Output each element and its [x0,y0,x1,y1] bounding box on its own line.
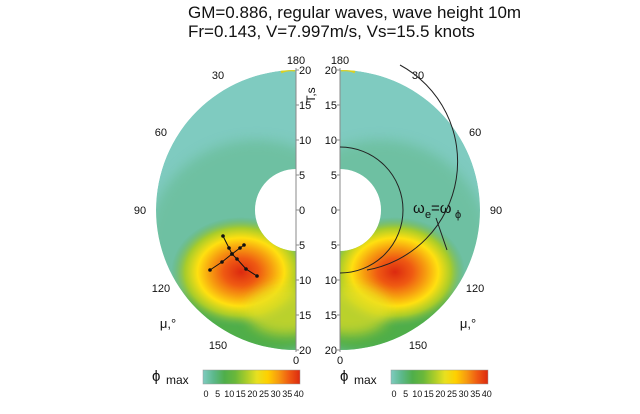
right-colorbar-tick-label: 40 [482,389,492,399]
marker-point [235,257,239,261]
right-colorbar-tick-label: 35 [470,389,480,399]
right-colorbar-tick-label: 25 [447,389,457,399]
left-angle-axis-label: μ,° [160,316,176,331]
annotation-equals-omega: =ω [431,200,452,217]
right-angle-tick-label: 30 [412,70,424,82]
right-colorbar-label-max: max [354,373,377,387]
marker-point [208,268,212,272]
marker-point [230,252,234,256]
right-colorbar-tick-label: 15 [424,389,434,399]
right-angle-tick-label: 0 [337,355,343,367]
inner-resonance-curve [339,146,404,274]
left-colorbar [202,369,301,385]
right-angle-tick-label: 90 [490,205,502,217]
right-colorbar-tick-label: 5 [403,389,408,399]
left-angle-tick-label: 30 [212,70,224,82]
right-angle-tick-label: 150 [409,340,427,352]
left-angle-tick-label: 90 [134,205,146,217]
right-radial-tick-label: 15 [325,100,337,112]
left-radial-tick-label: 5 [299,170,305,182]
left-colorbar-label-phi: ϕ [152,368,160,385]
annotation-omega-phi-subscript: ϕ [455,209,461,221]
right-radial-tick-label: 10 [325,275,337,287]
left-colorbar-tick-label: 40 [294,389,304,399]
left-colorbar-tick-label: 30 [271,389,281,399]
right-angle-axis-label: μ,° [460,316,476,331]
right-angle-tick-label: 60 [469,127,481,139]
left-colorbar-tick-label: 10 [224,389,234,399]
left-radial-tick-label: 20 [299,345,311,357]
left-colorbar-tick-label: 5 [215,389,220,399]
marker-point [220,260,224,264]
annotation-leader-line [435,217,448,251]
marker-point [221,234,225,238]
left-angle-tick-label: 60 [155,127,167,139]
right-yellow-region [340,285,390,335]
outer-resonance-curve [366,64,459,271]
left-colorbar-tick-label: 35 [282,389,292,399]
left-angle-tick-label: 0 [293,355,299,367]
left-colorbar-label-max: max [166,373,189,387]
left-radial-tick-label: 10 [299,275,311,287]
marker-point [255,274,259,278]
right-colorbar [390,369,489,385]
annotation-omega-e-subscript: e [425,209,431,221]
left-radial-tick-label: 10 [299,135,311,147]
right-radial-tick-label: 20 [325,65,337,77]
chart-title-line-2: Fr=0.143, V=7.997m/s, Vs=15.5 knots [188,22,475,41]
annotation-omega: ω [413,200,425,217]
marker-point [244,267,248,271]
right-colorbar-tick-label: 30 [459,389,469,399]
marker-point [227,246,231,250]
right-radial-tick-label: 0 [331,205,337,217]
left-radial-tick-label: 20 [299,65,311,77]
right-radial-tick-label: 15 [325,310,337,322]
left-colorbar-tick-label: 20 [247,389,257,399]
left-contour-field [156,70,296,350]
right-colorbar-tick-label: 10 [412,389,422,399]
right-angle-tick-label: 180 [331,55,349,67]
left-radial-tick-label: 0 [299,205,305,217]
left-radial-tick-label: 15 [299,310,311,322]
radial-axis-label: T,s [304,87,318,102]
right-radial-tick-label: 5 [331,170,337,182]
left-colorbar-tick-label: 25 [259,389,269,399]
left-top-edge-contour [280,70,296,74]
right-radial-tick-label: 5 [331,240,337,252]
right-radial-tick-label: 20 [325,345,337,357]
left-radial-tick-label: 5 [299,240,305,252]
chart-title-line-1: GM=0.886, regular waves, wave height 10m [188,3,522,22]
right-radial-tick-label: 10 [325,135,337,147]
left-angle-tick-label: 180 [287,55,305,67]
left-angle-tick-label: 150 [209,340,227,352]
left-colorbar-tick-label: 15 [236,389,246,399]
right-top-edge-contour [340,70,356,74]
marker-point [242,243,246,247]
marker-line-1 [222,235,258,277]
right-angle-tick-label: 120 [466,283,484,295]
left-yellow-region [246,285,296,335]
left-radial-tick-label: 15 [299,100,311,112]
right-colorbar-tick-label: 0 [391,389,396,399]
right-colorbar-label-phi: ϕ [340,368,348,385]
marker-point [238,246,242,250]
left-colorbar-tick-label: 0 [203,389,208,399]
left-angle-tick-label: 120 [152,283,170,295]
right-colorbar-tick-label: 20 [435,389,445,399]
